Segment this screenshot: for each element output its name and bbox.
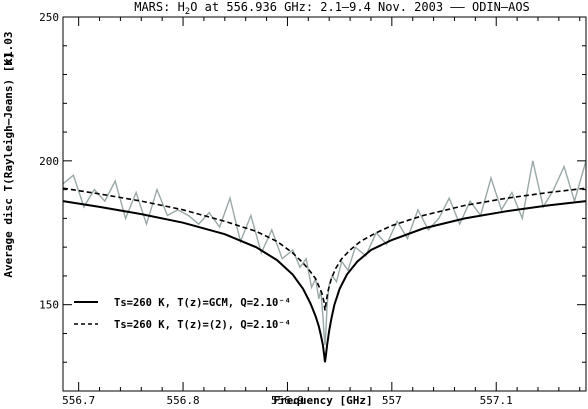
series-line-2 <box>62 160 587 346</box>
x-axis-label: Frequency [GHz] <box>273 394 372 407</box>
x-tick-label: 556.8 <box>166 394 199 407</box>
plot-frame <box>62 16 587 392</box>
series-line-1 <box>62 187 587 311</box>
x-tick-label: 557.1 <box>480 394 513 407</box>
y-tick-label: 200 <box>39 155 59 168</box>
legend-label: Ts=260 K, T(z)=GCM, Q=2.10⁻⁴ <box>114 297 291 309</box>
x-tick-label: 557 <box>382 394 402 407</box>
x-tick-label: 556.9 <box>271 394 304 407</box>
legend-label: Ts=260 K, T(z)=(2), Q=2.10⁻⁴ <box>114 319 291 331</box>
x-tick-label: 556.7 <box>62 394 95 407</box>
y-tick-label: 150 <box>39 299 59 312</box>
plot-area: 556.7 556.8 556.9 557 557.1 150 200 250 <box>39 11 587 407</box>
y-scale-note: x1.03 <box>2 31 15 64</box>
y-tick-label: 250 <box>39 11 59 24</box>
y-axis-label: Average disc T(Rayleigh–Jeans) [K] <box>2 52 15 277</box>
legend: Ts=260 K, T(z)=GCM, Q=2.10⁻⁴ Ts=260 K, T(… <box>74 297 291 331</box>
series-line-0 <box>62 200 587 363</box>
chart-title: MARS: H2O at 556.936 GHz: 2.1–9.4 Nov. 2… <box>134 0 530 17</box>
